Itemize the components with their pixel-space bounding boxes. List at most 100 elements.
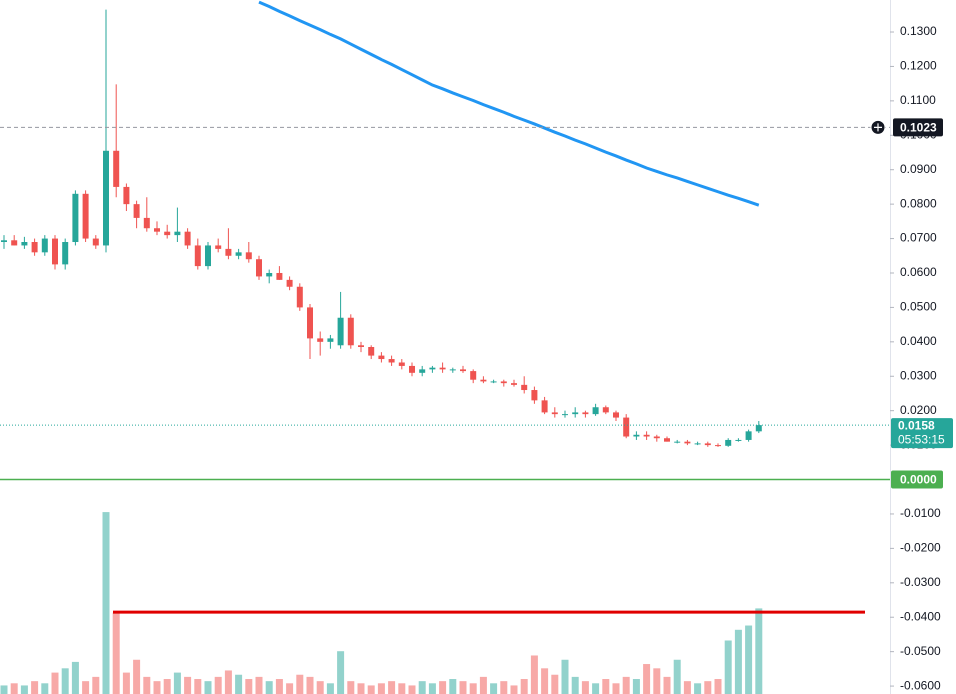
volume-bar <box>367 685 375 694</box>
candle-body <box>704 443 711 446</box>
volume-bar <box>0 685 8 694</box>
volume-bar <box>326 683 334 694</box>
volume-bar <box>92 676 100 694</box>
candle-body <box>398 362 405 366</box>
candle-body <box>694 443 701 445</box>
candle-body <box>490 381 497 383</box>
volume-bar <box>112 612 120 694</box>
candle-body <box>511 383 517 385</box>
volume-bar <box>428 683 436 694</box>
volume-bar <box>194 679 202 694</box>
candle-body <box>725 439 732 446</box>
candle-body <box>276 272 283 280</box>
candle-body <box>327 338 334 342</box>
volume-bar <box>612 683 620 694</box>
volume-bar <box>10 683 18 694</box>
candle-body <box>266 272 273 277</box>
candle-body <box>317 338 324 342</box>
volume-bar <box>41 683 49 694</box>
candle-body <box>480 379 487 382</box>
volume-bar <box>694 683 702 694</box>
volume-bar <box>459 681 467 694</box>
volume-bar <box>357 683 365 694</box>
volume-bar <box>622 676 630 694</box>
volume-bar <box>561 659 569 694</box>
y-tick-label: -0.0100 <box>900 506 941 520</box>
volume-bar <box>449 679 457 694</box>
candle-body <box>215 245 222 249</box>
candle-body <box>623 417 630 437</box>
candle-body <box>103 150 109 246</box>
candle-body <box>755 425 762 432</box>
y-tick-label: 0.0400 <box>900 334 937 348</box>
candle-body <box>1 240 7 243</box>
candle-body <box>429 367 436 370</box>
volume-bar <box>683 681 691 694</box>
candle-body <box>613 412 619 418</box>
candle-body <box>521 384 528 391</box>
candle-body <box>133 204 140 218</box>
candle-body <box>82 193 89 239</box>
volume-bar <box>469 683 477 694</box>
volume-bar <box>377 683 385 694</box>
candle-body <box>184 231 191 246</box>
candle-body <box>11 240 18 246</box>
volume-bar <box>745 625 753 694</box>
candle-body <box>174 231 181 236</box>
volume-bar <box>173 672 181 694</box>
candle-body <box>562 414 568 416</box>
y-tick-label: 0.1300 <box>900 24 937 38</box>
volume-bar <box>316 681 324 694</box>
candle-body <box>602 407 609 413</box>
candle-body <box>674 441 681 443</box>
volume-bar <box>653 668 661 694</box>
moving-average <box>258 0 760 207</box>
volume-bar <box>724 640 732 694</box>
candle-body <box>245 252 252 260</box>
y-tick-label: 0.1200 <box>900 59 937 73</box>
volume-bar <box>102 512 110 694</box>
y-tick-label: 0.0800 <box>900 196 937 210</box>
volume-bar <box>510 685 518 694</box>
volume-bar <box>184 676 192 694</box>
candle-body <box>194 245 201 267</box>
candle-body <box>143 217 150 229</box>
y-tick-label: -0.0500 <box>900 644 941 658</box>
volume-bar <box>122 672 130 694</box>
candle-body <box>52 238 58 265</box>
candle-body <box>460 369 466 372</box>
candle-body <box>92 238 99 246</box>
volume-bar <box>490 683 498 694</box>
volume-bar <box>347 681 355 694</box>
candle-body <box>592 407 599 415</box>
volume-bar <box>133 659 141 694</box>
volume-bar <box>632 679 640 694</box>
volume-bar <box>500 681 508 694</box>
volume-bar <box>306 676 314 694</box>
candle-body <box>439 367 446 370</box>
candle-body <box>643 434 650 437</box>
volume-bar <box>663 676 671 694</box>
candle-body <box>388 359 395 363</box>
candle-body <box>684 441 691 444</box>
volume-bar <box>61 668 69 694</box>
candle-body <box>307 307 313 339</box>
y-tick-label: -0.0600 <box>900 678 941 692</box>
volume-bar <box>755 608 763 694</box>
volume-bar <box>592 683 600 694</box>
candle-body <box>572 412 579 415</box>
volume-bar <box>265 681 273 694</box>
y-tick-label: 0.0200 <box>900 403 937 417</box>
volume-bar <box>163 679 171 694</box>
candle-body <box>633 434 640 437</box>
y-tick-label: -0.0200 <box>900 541 941 555</box>
candle-body <box>541 400 548 413</box>
crosshair-label: 0.1023 <box>900 121 937 135</box>
volume-bar <box>388 681 396 694</box>
volume-bar <box>704 681 712 694</box>
candle-body <box>419 369 426 373</box>
volume-bar <box>20 685 28 694</box>
volume-bar <box>296 674 304 694</box>
y-tick-label: 0.0900 <box>900 162 937 176</box>
candle-body <box>715 445 721 447</box>
